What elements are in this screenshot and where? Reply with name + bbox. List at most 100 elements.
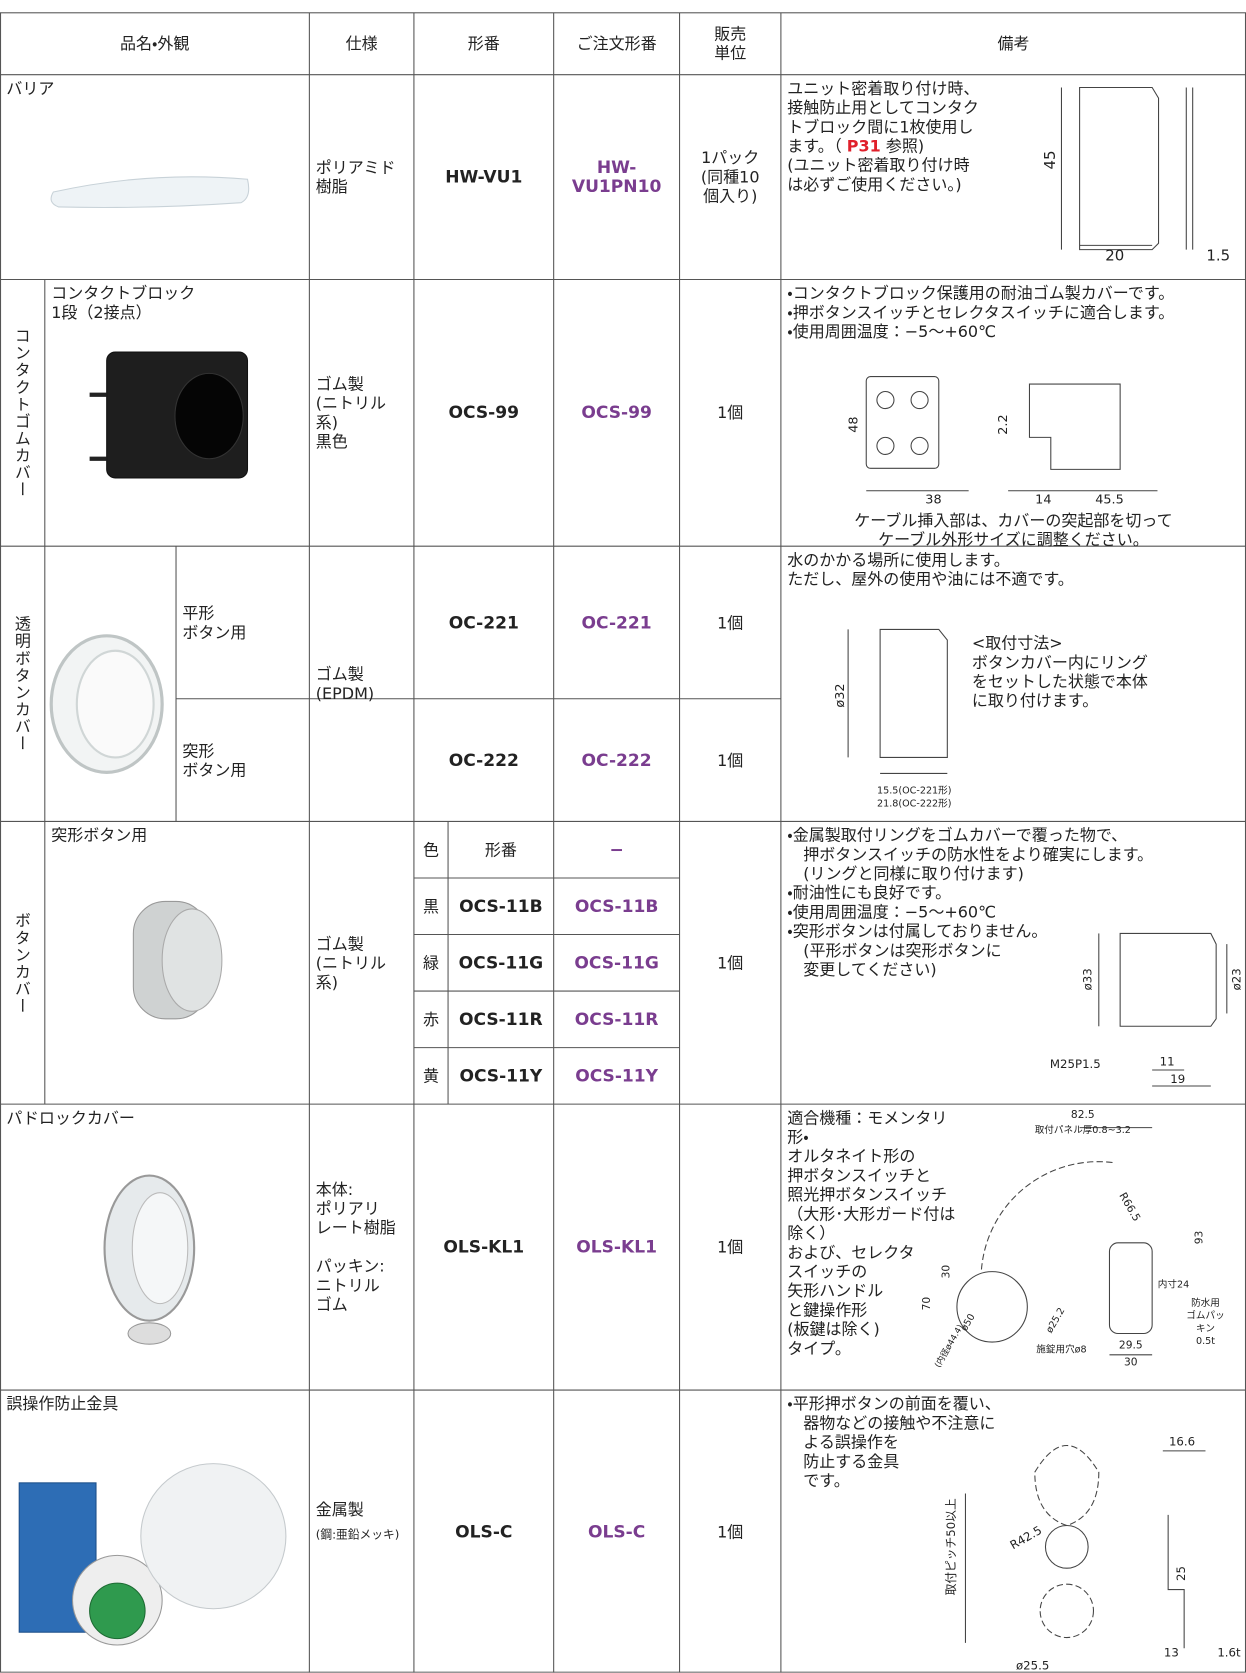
color: 黄	[422, 1066, 439, 1086]
sales-unit: 1個	[717, 403, 744, 423]
spec: ゴム製 (EPDM)	[315, 664, 375, 704]
spec: 金属製	[315, 1499, 364, 1520]
column-header: 仕様	[345, 34, 378, 54]
spec: ゴム製 (ニトリル系) 黒色	[315, 374, 387, 452]
dimension-label: ø23	[1230, 968, 1244, 991]
remarks-text: ユニット密着取り付け時、 接触防止用としてコンタク トブロック間に1枚使用し ま…	[787, 78, 980, 156]
spec: ゴム製 (ニトリル系)	[315, 933, 387, 992]
color: 赤	[422, 1009, 439, 1029]
order-number: OCS-11G	[574, 952, 659, 973]
model-number: OCS-11R	[459, 1008, 543, 1029]
dimension-label: ø32	[832, 683, 848, 708]
item-name: コンタクトブロック 1段（2接点）	[51, 283, 196, 323]
remarks: 適合機種：モメンタリ形・ オルタネイト形の 押ボタンスイッチと 照光押ボタンスイ…	[787, 1108, 956, 1359]
dimension-label: 施錠用穴ø8	[1036, 1345, 1087, 1356]
grid	[0, 12, 1246, 1673]
dimension-label: 29.5	[1118, 1339, 1143, 1352]
model-number: OC-222	[448, 749, 519, 770]
order-number: OCS-11B	[574, 895, 659, 916]
dimension-label: 20	[1105, 247, 1125, 265]
spec: ポリアミド 樹脂	[315, 157, 396, 197]
model-number: HW-VU1	[445, 166, 523, 187]
model-number: OC-221	[448, 611, 519, 633]
group-label: 透明ボタンカバー	[12, 615, 33, 753]
model-number: OLS-KL1	[443, 1236, 525, 1257]
model-number: OCS-99	[448, 402, 520, 423]
dimension-label: 19	[1170, 1072, 1186, 1087]
color: 緑	[422, 953, 439, 973]
remarks-text: 参照) (ユニット密着取り付け時 は必ずご使用ください。)	[787, 136, 970, 195]
order-number: OCS-99	[581, 402, 652, 423]
item-name: 突形ボタン用	[51, 825, 148, 845]
remarks: ・平形押ボタンの前面を覆い、 器物などの接触や不注意に よる誤操作を 防止する金…	[787, 1394, 1001, 1491]
item-name: 誤操作防止金具	[6, 1394, 119, 1414]
sales-unit: 1個	[717, 953, 744, 973]
dimension-label: 取付ピッチ50以上	[944, 1498, 958, 1596]
sub-header: 形番	[484, 840, 517, 860]
dimension-label: 70	[921, 1296, 934, 1311]
column-header: 品名・外観	[119, 34, 190, 54]
order-number: OCS-11R	[574, 1008, 659, 1029]
order-number: HW-VU1PN10	[571, 156, 662, 197]
remarks: 水のかかる場所に使用します。 ただし、屋外の使用や油には不適です。	[787, 550, 1074, 589]
sales-unit: 1パック (同種10 個入り)	[700, 148, 760, 206]
item-name: バリア	[6, 78, 55, 99]
drawings	[847, 86, 1228, 1649]
variant-name: 平形 ボタン用	[182, 603, 247, 642]
dimension-label: 2.2	[995, 414, 1011, 435]
order-number: OC-221	[581, 611, 652, 633]
item-name: パドロックカバー	[6, 1108, 135, 1128]
order-number: OCS-11Y	[575, 1065, 659, 1086]
spec-note: (鋼:亜鉛メッキ)	[315, 1527, 400, 1542]
dimension-label: ø33	[1080, 968, 1095, 991]
order-number: OLS-C	[587, 1520, 646, 1541]
page-reference: P31	[846, 136, 881, 156]
dimension-label: M25P1.5	[1049, 1057, 1101, 1072]
sales-unit: 1個	[717, 1521, 744, 1541]
dimension-label: 30	[1124, 1356, 1138, 1369]
remarks: ・金属製取付リングをゴムカバーで覆った物で、 押ボタンスイッチの防水性をより確実…	[787, 825, 1154, 980]
dimension-label: 13	[1163, 1646, 1179, 1660]
dimension-label: 11	[1159, 1055, 1175, 1069]
sales-unit: 1個	[717, 1237, 744, 1257]
sales-unit: 1個	[717, 612, 744, 633]
dimension-label: 内寸24	[1157, 1280, 1190, 1291]
remarks-note: <取付寸法> ボタンカバー内にリング をセットした状態で本体 に取り付けます。	[971, 633, 1148, 711]
sub-header: −	[609, 839, 624, 860]
dimension-label: 38	[925, 491, 942, 507]
dimension-label: 45.5	[1095, 491, 1124, 507]
model-number: OCS-11Y	[459, 1065, 543, 1086]
column-header: 販売 単位	[714, 24, 747, 63]
dimension-label: 15.5(OC-221形) 21.8(OC-222形)	[876, 786, 952, 810]
remarks: ユニット密着取り付け時、 接触防止用としてコンタク トブロック間に1枚使用し ま…	[781, 75, 1058, 235]
dimension-label: 14	[1035, 491, 1052, 507]
product-photos	[18, 176, 287, 1646]
dimension-label: 1.5	[1206, 247, 1231, 265]
sub-header: 色	[422, 840, 439, 860]
column-header: 形番	[467, 34, 500, 54]
model-number: OCS-11B	[459, 895, 543, 916]
spec: 本体: ポリアリ レート樹脂 パッキン: ニトリル ゴム	[315, 1179, 396, 1315]
remarks: ・コンタクトブロック保護用の耐油ゴム製カバーです。 ・押ボタンスイッチとセレクタ…	[787, 283, 1175, 342]
dimension-label: 取付パネル厚0.8~3.2	[1034, 1125, 1131, 1137]
sales-unit: 1個	[717, 750, 744, 770]
dimension-label: 25	[1174, 1566, 1189, 1581]
variant-name: 突形 ボタン用	[182, 740, 247, 780]
group-label: コンタクトゴムカバー	[12, 327, 33, 499]
dimension-label: 93	[1193, 1230, 1206, 1245]
order-number: OC-222	[581, 749, 652, 770]
column-header: 備考	[997, 34, 1030, 54]
order-number: OLS-KL1	[576, 1236, 657, 1257]
color: 黒	[422, 896, 439, 916]
dimension-label: 16.6	[1168, 1434, 1196, 1449]
dimension-label: ø25.5	[1016, 1658, 1050, 1673]
remarks-note: ケーブル挿入部は、カバーの突起部を切って ケーブル外形サイズに調整ください。	[854, 510, 1173, 550]
dimension-label: 1.6t	[1217, 1646, 1241, 1660]
dimension-label: 45	[1042, 150, 1060, 170]
column-header: ご注文形番	[576, 34, 657, 54]
model-number: OLS-C	[455, 1520, 513, 1541]
dimension-label: 48	[845, 416, 861, 433]
